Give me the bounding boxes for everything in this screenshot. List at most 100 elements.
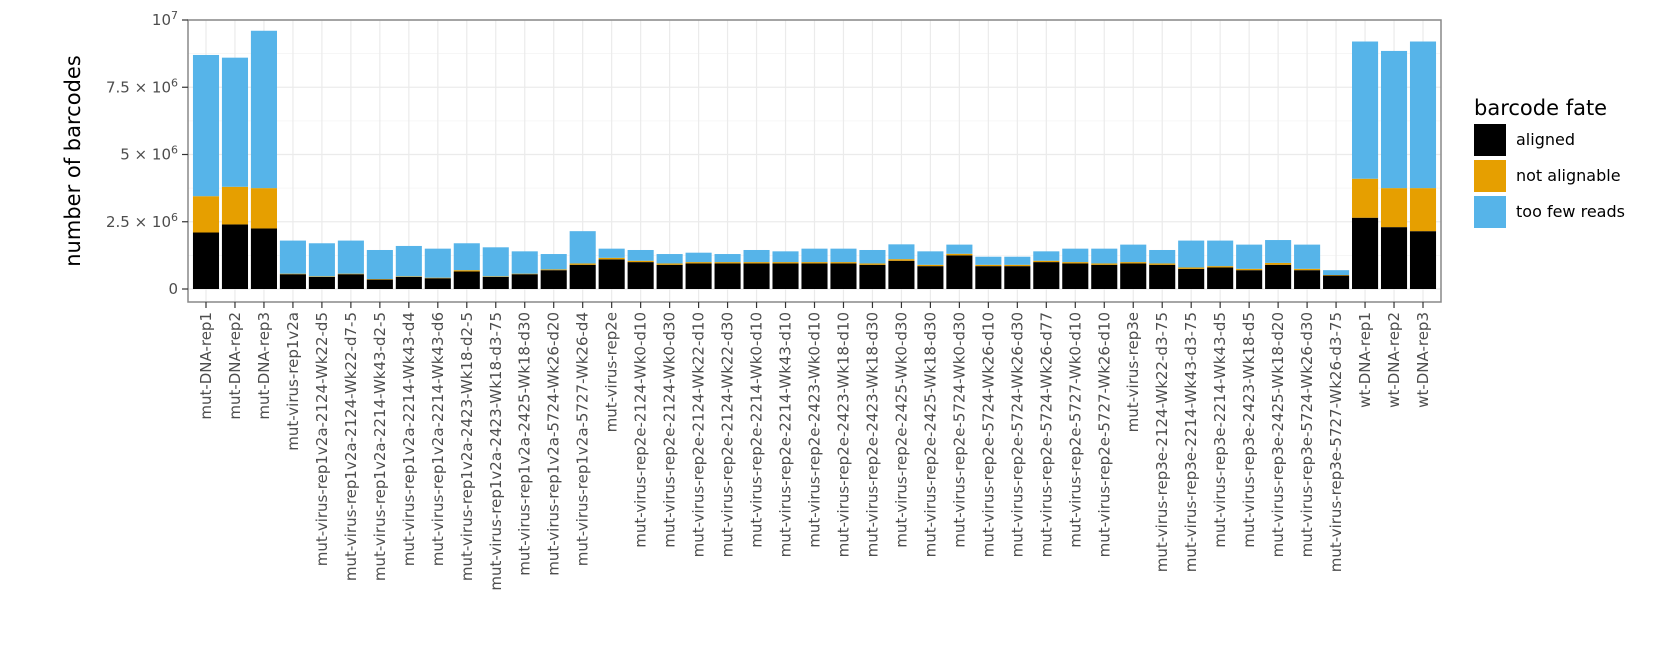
bar-segment <box>1323 270 1350 276</box>
bar-segment <box>830 248 857 263</box>
bar-segment <box>1265 264 1292 289</box>
bar-segment <box>1294 268 1321 271</box>
bar-segment <box>627 262 654 289</box>
bar-segment <box>1265 240 1292 263</box>
bar-segment <box>192 54 220 197</box>
bar-segment <box>1409 188 1437 232</box>
x-tick-label: mut-virus-rep3e-2214-Wk43-d5 <box>1211 312 1229 548</box>
bar-segment <box>569 231 596 264</box>
bar-segment <box>1294 244 1321 269</box>
y-tick-label: 5 × 106 <box>120 143 178 164</box>
bar-segment <box>1323 275 1350 276</box>
x-tick-label: mut-virus-rep2e-2423-Wk18-d10 <box>834 312 852 557</box>
x-tick-label: mut-virus-rep1v2a-5727-Wk26-d4 <box>574 312 592 566</box>
bar-segment <box>685 262 712 264</box>
x-tick-label: mut-virus-rep2e-5724-Wk0-d30 <box>950 312 968 548</box>
x-tick-label: mut-virus-rep2e-2124-Wk0-d30 <box>661 312 679 548</box>
bar-segment <box>1178 267 1205 269</box>
x-tick-label: mut-virus-rep1v2a-2124-Wk22-d5 <box>313 312 331 566</box>
y-tick-label: 2.5 × 106 <box>106 210 178 231</box>
bar-segment <box>917 264 944 267</box>
bar-segment <box>801 263 828 289</box>
bar-segment <box>801 248 828 263</box>
bar-segment <box>511 273 538 275</box>
bar-segment <box>1120 262 1147 264</box>
bar-segment <box>598 248 625 258</box>
bar-segment <box>1294 270 1321 289</box>
bar-segment <box>685 263 712 289</box>
bar-segment <box>888 260 915 289</box>
bar-segment <box>830 263 857 289</box>
bar-segment <box>453 243 480 271</box>
bar-segment <box>1149 264 1176 289</box>
legend: barcode fate aligned not alignable too few… <box>1474 96 1625 228</box>
bar-segment <box>1091 264 1118 289</box>
bar-segment <box>917 251 944 265</box>
x-tick-label: mut-virus-rep2e <box>603 312 621 432</box>
x-tick-label: mut-virus-rep2e-2124-Wk22-d30 <box>719 312 737 557</box>
bar-segment <box>888 244 915 260</box>
bar-segment <box>308 276 335 277</box>
bar-segment <box>221 186 249 225</box>
legend-label: too few reads <box>1516 202 1625 221</box>
bar-segment <box>1236 268 1263 271</box>
legend-label: aligned <box>1516 130 1575 149</box>
bar-segment <box>714 263 741 289</box>
legend-label: not alignable <box>1516 166 1621 185</box>
x-tick-label: mut-virus-rep2e-2425-Wk0-d30 <box>892 312 910 548</box>
bar-segment <box>1178 240 1205 268</box>
bar-segment <box>1409 41 1437 189</box>
bar-segment <box>395 276 422 289</box>
bar-segment <box>308 243 335 277</box>
x-tick-label: mut-virus-rep2e-2124-Wk22-d10 <box>690 312 708 557</box>
bar-segment <box>279 273 306 275</box>
x-tick-label: mut-DNA-rep2 <box>226 312 244 420</box>
x-tick-label: mut-virus-rep3e-2425-Wk18-d20 <box>1269 312 1287 557</box>
bar-segment <box>366 279 393 280</box>
x-tick-label: mut-DNA-rep3 <box>255 312 273 420</box>
bar-segment <box>1380 188 1408 228</box>
bar-segment <box>743 262 770 264</box>
x-tick-label: mut-virus-rep3e <box>1124 312 1142 432</box>
bar-segment <box>1380 50 1408 189</box>
x-tick-label: mut-virus-rep2e-2423-Wk18-d30 <box>863 312 881 557</box>
bar-segment <box>221 57 249 187</box>
bar-segment <box>1033 262 1060 289</box>
bar-segment <box>453 271 480 289</box>
bar-segment <box>569 263 596 265</box>
x-tick-label: wt-DNA-rep2 <box>1385 312 1403 408</box>
bar-segment <box>627 260 654 263</box>
bar-segment <box>395 245 422 277</box>
x-tick-label: mut-virus-rep3e-2423-Wk18-d5 <box>1240 312 1258 548</box>
bar-segment <box>279 240 306 274</box>
bar-segment <box>192 232 220 289</box>
bar-segment <box>656 264 683 289</box>
legend-swatch <box>1474 196 1506 228</box>
bar-segment <box>337 240 364 274</box>
x-tick-label: mut-virus-rep2e-5724-Wk26-d77 <box>1037 312 1055 557</box>
bar-segment <box>424 278 451 289</box>
y-axis: 0 2.5 × 106 5 × 106 7.5 × 106 107 <box>106 9 188 298</box>
x-tick-label: wt-DNA-rep3 <box>1414 312 1432 408</box>
bar-segment <box>859 263 886 265</box>
y-tick-label: 0 <box>168 280 178 298</box>
bar-segment <box>540 270 567 289</box>
bar-segment <box>366 279 393 289</box>
bar-segment <box>1207 240 1234 267</box>
x-tick-label: mut-virus-rep2e-2425-Wk18-d30 <box>921 312 939 557</box>
bar-segment <box>1062 263 1089 289</box>
bar-segment <box>656 254 683 264</box>
legend-swatch <box>1474 160 1506 192</box>
bar-segment <box>772 262 799 264</box>
x-tick-label: mut-virus-rep1v2a-2423-Wk18-d2-5 <box>458 312 476 581</box>
bar-segment <box>1149 263 1176 265</box>
bar-segment <box>1207 267 1234 289</box>
y-axis-title: number of barcodes <box>61 55 85 267</box>
bar-segment <box>1178 268 1205 289</box>
bar-segment <box>1352 178 1379 218</box>
bar-segment <box>627 249 654 261</box>
bar-segment <box>279 274 306 289</box>
x-tick-label: mut-virus-rep1v2a-2124-Wk22-d7-5 <box>342 312 360 581</box>
x-tick-label: mut-virus-rep1v2a-2214-Wk43-d2-5 <box>371 312 389 581</box>
